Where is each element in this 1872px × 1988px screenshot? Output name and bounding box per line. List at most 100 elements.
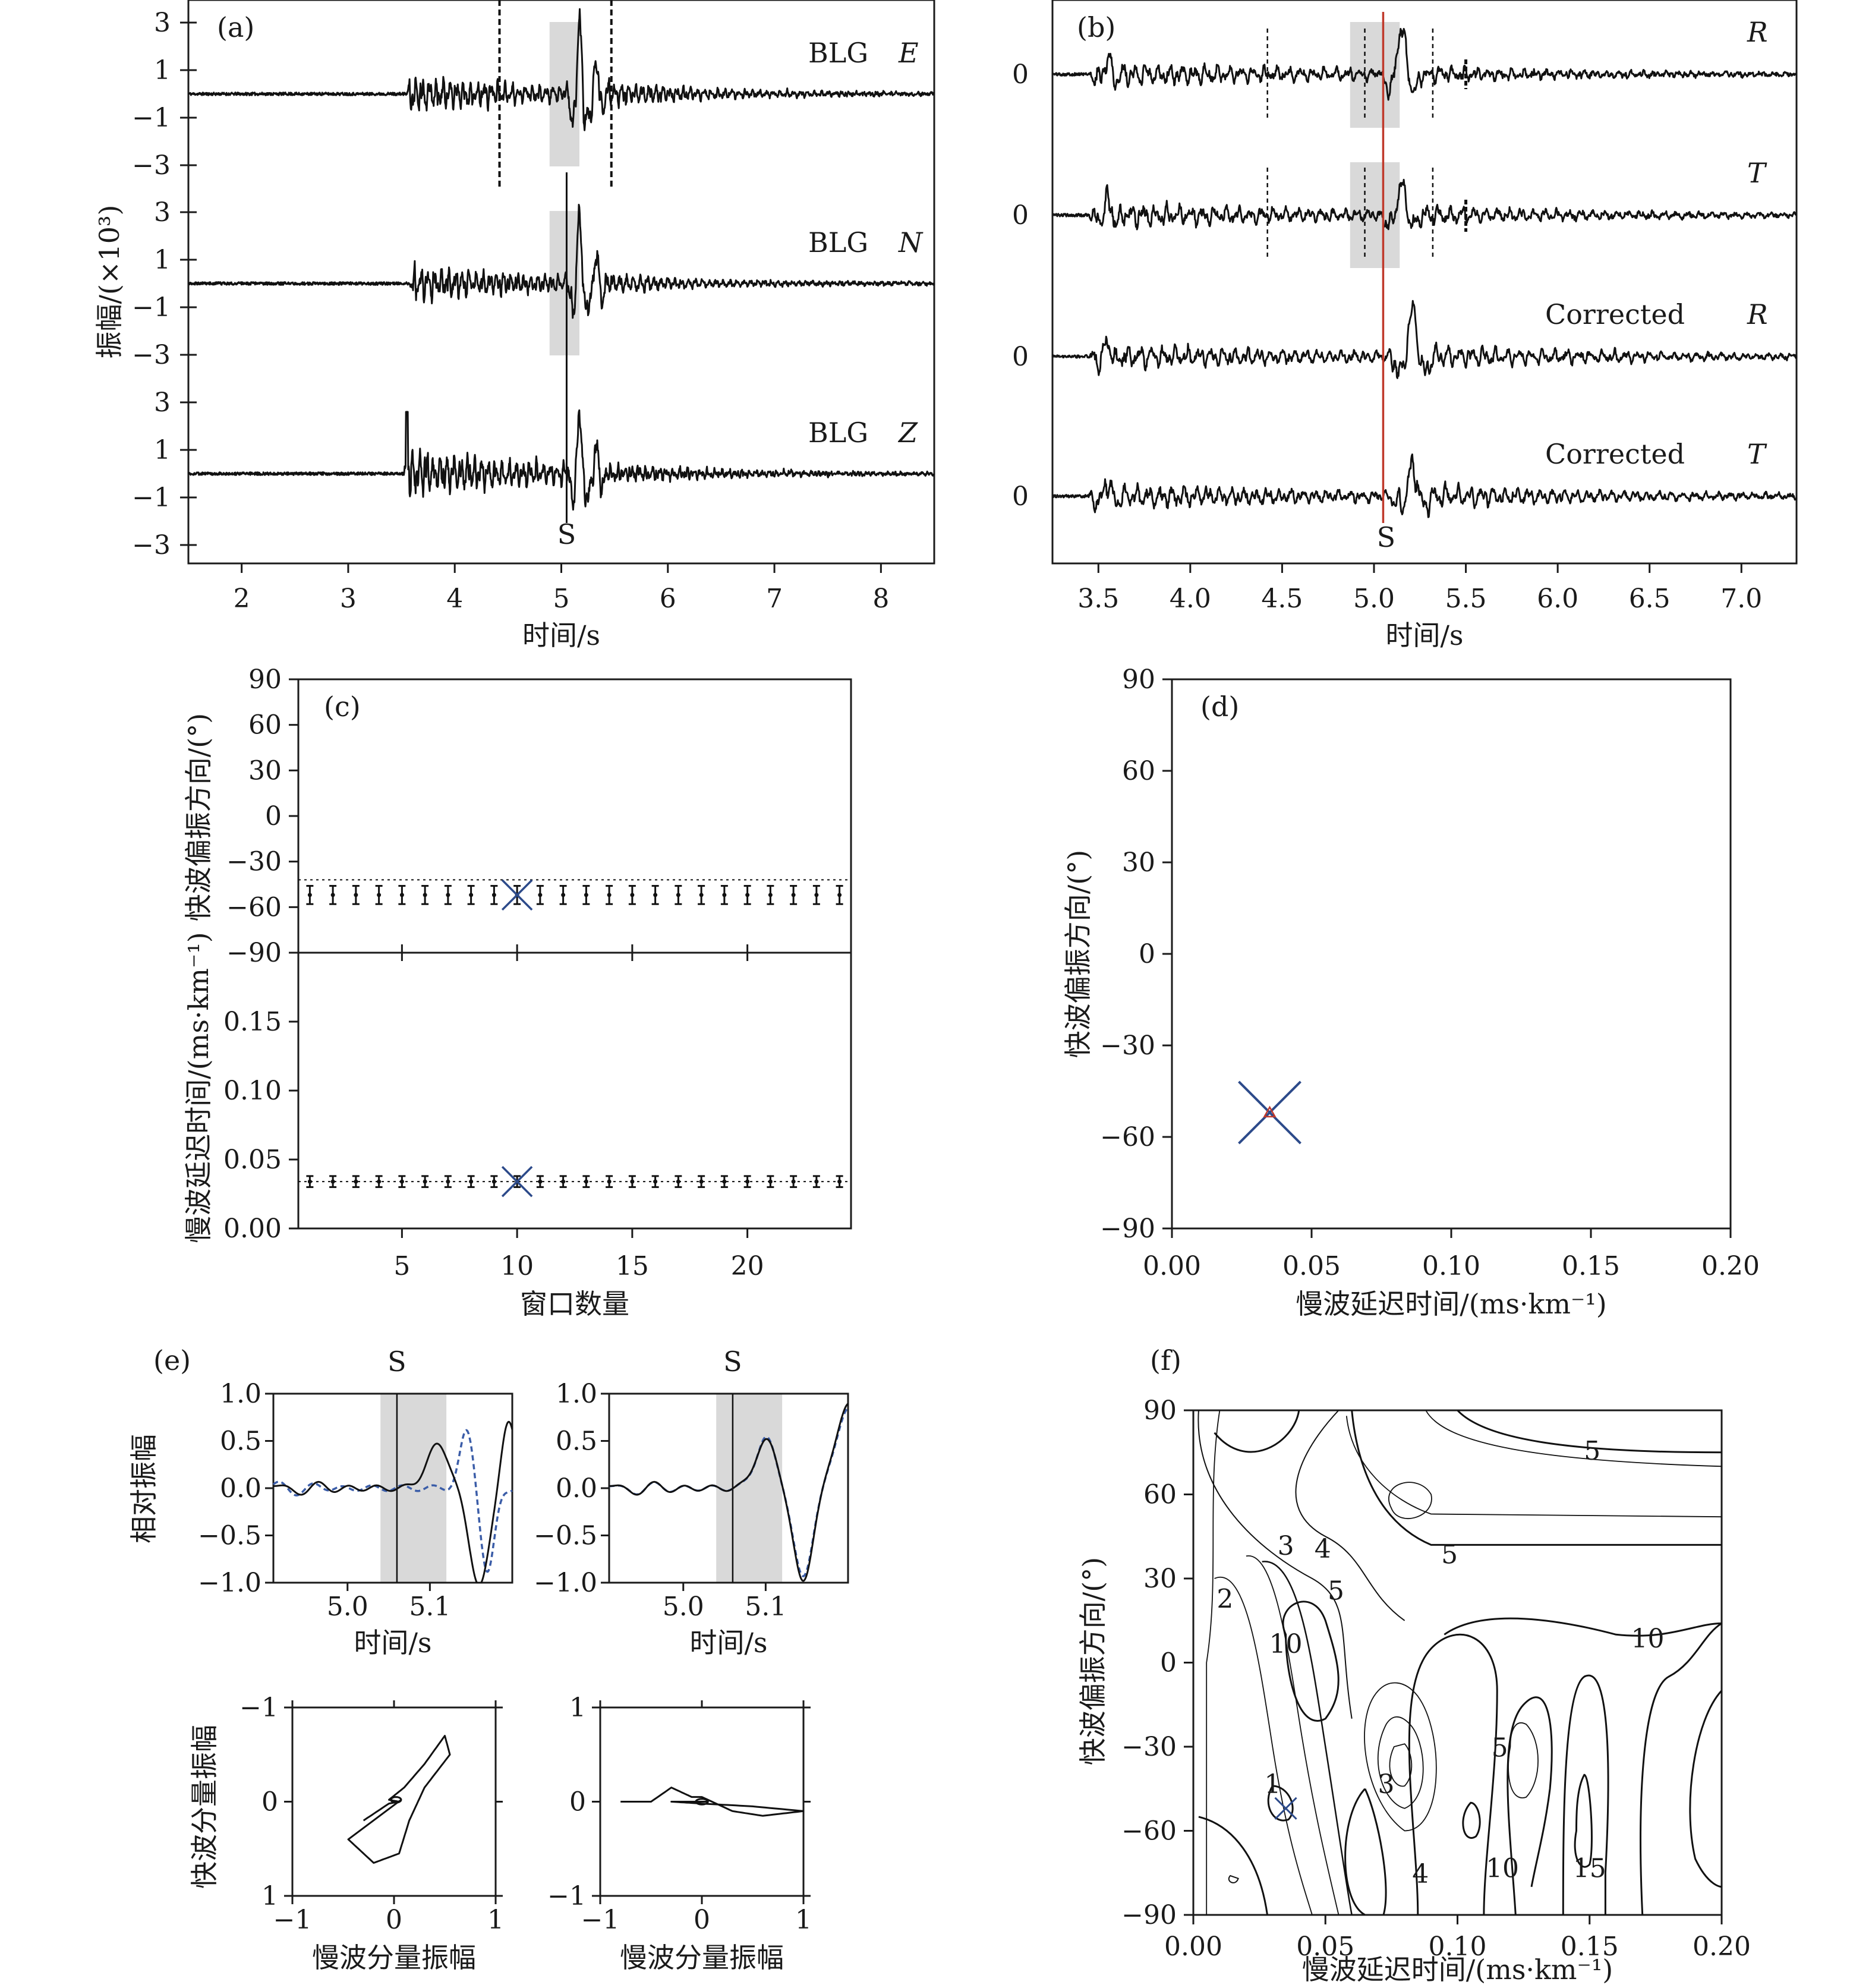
panel-e-shade xyxy=(716,1394,783,1583)
panel-f-contour xyxy=(1462,1801,1481,1839)
panel-f-contour xyxy=(1295,1410,1405,1621)
panel-c-dt-point xyxy=(699,1179,704,1184)
panel-f-contour xyxy=(1345,1416,1722,1518)
panel-f-ytick-label: −60 xyxy=(1121,1816,1177,1847)
panel-c-xtick-label: 15 xyxy=(616,1251,649,1281)
panel-d-ylabel: 快波偏振方向/(°) xyxy=(1062,850,1094,1058)
panel-e-pm-ytick-label: 1 xyxy=(261,1881,278,1911)
panel-c-dt-point xyxy=(423,1179,427,1184)
panel-d-ytick-label: 30 xyxy=(1122,848,1155,878)
panel-f-contour xyxy=(1408,1633,1498,1915)
panel-b-xtick-label: 5.5 xyxy=(1445,584,1487,614)
panel-c-ytick-label: −30 xyxy=(226,847,282,877)
panel-e-pm-xtick-label: 1 xyxy=(795,1905,812,1935)
panel-b-trace-3 xyxy=(1052,453,1798,518)
panel-c-dt-point xyxy=(377,1179,382,1184)
panel-c-phi-point xyxy=(676,893,680,897)
panel-f-contour-label: 5 xyxy=(1441,1539,1458,1570)
panel-f-contour xyxy=(1457,1409,1722,1454)
panel-f-contour xyxy=(1214,1410,1300,1453)
panel-e-pm-ytick-label: −1 xyxy=(239,1693,278,1723)
panel-f-contour-label: 15 xyxy=(1573,1854,1606,1884)
panel-c-phi-point xyxy=(745,893,750,897)
panel-f-contour-label-bg xyxy=(1277,1533,1294,1557)
panel-f-contour-label-bg xyxy=(1584,1438,1601,1461)
panel-c-dt-point xyxy=(837,1179,842,1184)
panel-f-contour xyxy=(1206,1410,1221,1915)
panel-c-xtick-label: 20 xyxy=(731,1251,764,1281)
panel-c-ytick-label: 90 xyxy=(248,664,282,695)
panel-c-ytick-label: −60 xyxy=(226,892,282,922)
panel-b-trace-1 xyxy=(1052,178,1797,231)
panel-e-pm-xtick-label: 0 xyxy=(386,1905,402,1935)
panel-a-ytick-label: −3 xyxy=(132,340,171,370)
panel-e-solid-wave xyxy=(273,1420,513,1584)
panel-e-particle-motion xyxy=(347,1735,451,1864)
panel-c-phi-point xyxy=(399,893,404,897)
panel-a-label: (a) xyxy=(217,11,254,43)
panel-e-pm-ylabel: 快波分量振幅 xyxy=(188,1725,220,1889)
panel-e-ytick-label: −1.0 xyxy=(534,1568,597,1598)
panel-c-top-frame xyxy=(297,678,852,954)
panel-f-contour-label: 3 xyxy=(1378,1769,1394,1800)
panel-e-ytick-label: −0.5 xyxy=(198,1521,261,1551)
panel-f-xtick-label: 0.20 xyxy=(1693,1932,1751,1962)
panel-f-contour xyxy=(1197,1410,1353,1719)
panel-e-ytick-label: 0.0 xyxy=(556,1473,597,1504)
panel-a-component-label: Z xyxy=(897,417,918,449)
panel-f-ytick-label: 0 xyxy=(1160,1648,1177,1678)
panel-c-phi-point xyxy=(377,893,382,897)
panel-c-phi-point xyxy=(354,893,358,897)
panel-f-xtick-label: 0.00 xyxy=(1164,1932,1222,1962)
panel-f-contour xyxy=(1388,1482,1432,1519)
panel-c-ytick-label-b: 0.00 xyxy=(223,1214,282,1244)
panel-c-ylabel-bottom: 慢波延迟时间/(ms·km⁻¹) xyxy=(182,932,215,1243)
panel-c-dt-point xyxy=(814,1179,819,1184)
panel-c-phi-point xyxy=(469,893,474,897)
panel-f-label: (f) xyxy=(1150,1344,1181,1376)
panel-b-ytick-label: 0 xyxy=(1012,481,1029,512)
panel-a-ytick-label: 1 xyxy=(154,245,171,275)
panel-a-xtick-tick-label: 5 xyxy=(553,584,570,614)
panel-e-xtick-label: 5.1 xyxy=(745,1592,786,1622)
panel-f-contour-label: 3 xyxy=(1278,1531,1294,1561)
panel-b-s-label: S xyxy=(1377,521,1396,553)
panel-f-contour-label: 5 xyxy=(1328,1576,1344,1606)
panel-c-dt-point xyxy=(538,1179,543,1184)
panel-a-xtick-tick-label: 8 xyxy=(872,584,889,614)
panel-f-contour-label: 10 xyxy=(1269,1629,1303,1659)
panel-f-contour-label-bg xyxy=(1328,1578,1345,1601)
panel-d-label: (d) xyxy=(1200,691,1239,723)
panel-a-xlabel: 时间/s xyxy=(522,619,600,651)
panel-f-contour-label: 10 xyxy=(1486,1854,1519,1884)
panel-f-contour-label-bg xyxy=(1264,1772,1281,1795)
panel-f-contour xyxy=(1262,1561,1353,1915)
panel-f-contour xyxy=(1344,1788,1387,1916)
panel-a-ytick-label: 1 xyxy=(154,55,171,86)
panel-c-dt-point xyxy=(354,1179,358,1184)
panel-f-contour xyxy=(1282,1601,1340,1722)
panel-e-particle-motion xyxy=(620,1787,805,1817)
panel-b-frame xyxy=(1051,0,1798,565)
panel-f-contour xyxy=(1507,1696,1553,1915)
panel-c-phi-point xyxy=(653,893,658,897)
background-layer xyxy=(380,22,1665,1884)
panel-c-dt-point xyxy=(791,1179,796,1184)
panel-c-phi-point xyxy=(722,893,727,897)
panel-c-phi-point xyxy=(699,893,704,897)
panel-f-contour-label: 4 xyxy=(1315,1534,1331,1564)
panel-c-phi-point xyxy=(768,893,773,897)
panel-d-best-cross xyxy=(1238,1080,1301,1145)
panel-c-dt-point xyxy=(330,1179,335,1184)
panel-f-contour xyxy=(1267,1785,1294,1822)
panel-f-xlabel: 慢波延迟时间/(ms·km⁻¹) xyxy=(1302,1954,1613,1986)
panel-e-ytick-label: 0.0 xyxy=(220,1473,261,1504)
panel-f-contour-label: 1 xyxy=(1264,1769,1281,1800)
panel-c-ytick-label-b: 0.05 xyxy=(223,1145,282,1175)
panel-c-dt-point xyxy=(653,1179,658,1184)
panel-e-shade xyxy=(380,1394,447,1583)
panel-c-phi-point xyxy=(538,893,543,897)
panel-d-ytick-label: 0 xyxy=(1139,939,1155,969)
panel-a-ylabel: 振幅/(×10³) xyxy=(93,205,125,359)
